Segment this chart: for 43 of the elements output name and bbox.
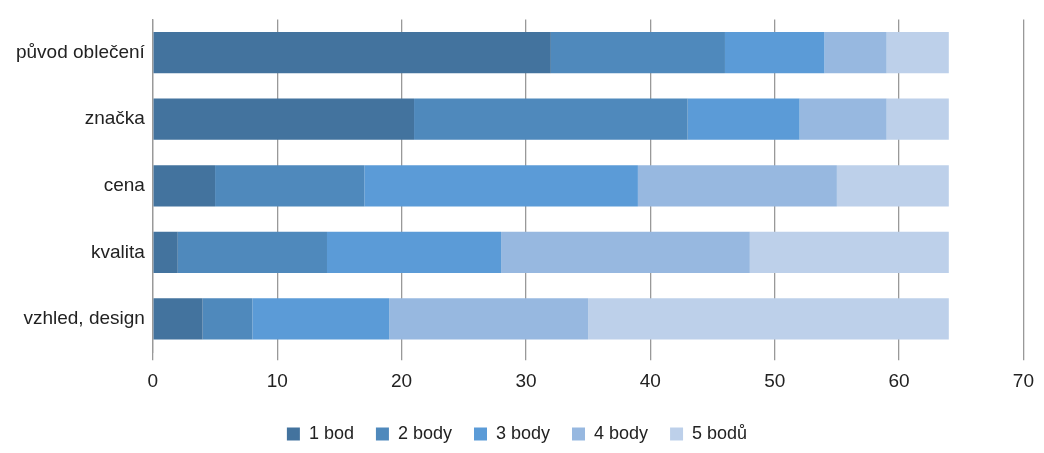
bar <box>724 32 825 74</box>
legend-label: 2 body <box>397 422 452 443</box>
bar <box>153 98 415 140</box>
y-tick-label: vzhled, design <box>23 307 145 329</box>
legend-label: 1 bod <box>308 422 354 443</box>
x-tick-label: 60 <box>888 369 910 391</box>
bar <box>389 298 589 340</box>
bar <box>824 32 887 74</box>
x-tick-label: 20 <box>391 369 413 391</box>
x-tick-label: 0 <box>147 369 159 391</box>
bar <box>749 231 949 273</box>
bar <box>414 98 688 140</box>
bar <box>886 98 949 140</box>
bar <box>252 298 390 340</box>
bar <box>215 165 365 207</box>
y-tick-label: kvalita <box>91 240 146 262</box>
bar <box>326 231 502 273</box>
y-tick-label: původ oblečení <box>15 40 146 62</box>
bar <box>153 165 216 207</box>
bar <box>550 32 725 74</box>
x-tick-label: 50 <box>764 369 786 391</box>
x-tick-label: 10 <box>266 369 288 391</box>
bar <box>886 32 949 74</box>
bar <box>202 298 253 340</box>
x-tick-label: 70 <box>1012 369 1034 391</box>
y-tick-label: značka <box>84 107 146 129</box>
bar <box>799 98 887 140</box>
legend-label: 3 body <box>495 422 551 443</box>
bar <box>836 165 949 207</box>
bar <box>588 298 949 340</box>
bar <box>153 231 178 273</box>
y-tick-label: cena <box>103 174 146 196</box>
bar <box>687 98 800 140</box>
legend-label: 4 body <box>594 422 649 443</box>
x-tick-label: 30 <box>515 369 537 391</box>
bar <box>153 298 203 340</box>
bar <box>501 231 750 273</box>
bar <box>153 32 551 74</box>
bar <box>637 165 837 207</box>
x-tick-label: 40 <box>639 369 661 391</box>
bar <box>364 165 638 207</box>
legend-label: 5 bodů <box>692 422 748 443</box>
bar <box>177 231 327 273</box>
